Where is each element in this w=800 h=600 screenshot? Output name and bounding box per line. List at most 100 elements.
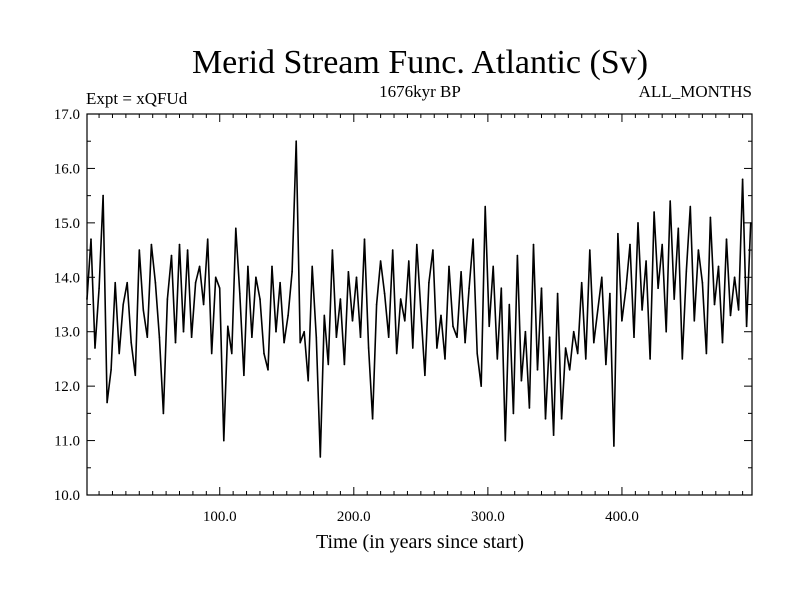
chart-title: Merid Stream Func. Atlantic (Sv) [192, 44, 648, 81]
data-point [198, 265, 201, 268]
y-axis: 10.0 11.0 12.0 13.0 14.0 15.0 16.0 17.0 [54, 107, 752, 504]
data-point [311, 265, 314, 268]
data-point [275, 330, 277, 333]
data-point [267, 369, 269, 371]
y-tick-label: 11.0 [54, 434, 80, 450]
data-point [404, 320, 406, 322]
data-point [609, 292, 611, 295]
data-point [291, 271, 293, 273]
data-point [122, 303, 124, 306]
data-point [725, 238, 728, 240]
data-point [90, 238, 92, 240]
data-point [86, 298, 88, 300]
data-point [444, 358, 446, 360]
data-point [210, 352, 213, 355]
data-point [713, 303, 716, 306]
data-point [456, 336, 458, 339]
data-point [428, 281, 430, 284]
data-point [460, 271, 462, 273]
data-point [178, 243, 181, 246]
x-tick-label: 400.0 [605, 509, 639, 525]
data-point [420, 309, 422, 311]
data-point [126, 281, 128, 284]
data-point [585, 358, 587, 360]
data-point [134, 374, 137, 377]
data-point [379, 260, 382, 262]
data-point [399, 298, 402, 300]
data-point [387, 336, 390, 339]
data-point [593, 341, 595, 344]
y-tick-label: 13.0 [54, 325, 80, 341]
data-point [508, 303, 511, 306]
data-point [355, 276, 358, 279]
data-point [424, 374, 426, 377]
data-point [552, 434, 555, 436]
data-point [271, 265, 273, 268]
data-point [653, 211, 655, 213]
data-point [580, 281, 583, 284]
x-axis: 100.0 200.0 300.0 400.0 [98, 114, 744, 525]
data-point [416, 243, 418, 246]
data-point [669, 200, 671, 202]
data-point [327, 363, 330, 366]
data-point [235, 227, 237, 230]
data-point [693, 320, 696, 322]
x-tick-label: 200.0 [337, 509, 371, 525]
experiment-label: Expt = xQFUd [86, 89, 188, 108]
data-point [182, 330, 185, 333]
data-point [363, 238, 366, 240]
data-point [597, 309, 599, 311]
data-point [721, 341, 724, 344]
data-point [174, 341, 177, 344]
data-point [733, 276, 736, 279]
data-point [243, 374, 245, 377]
data-point [536, 369, 539, 371]
data-point [343, 363, 346, 366]
data-point [564, 347, 567, 349]
x-tick-label: 300.0 [471, 509, 505, 525]
data-point [223, 439, 225, 442]
data-point [709, 216, 712, 219]
data-point [665, 330, 667, 333]
data-point [480, 385, 483, 387]
data-point [166, 298, 169, 300]
data-point [637, 222, 639, 224]
data-point [440, 314, 442, 317]
data-point [142, 309, 145, 311]
data-point [395, 352, 398, 355]
data-point [492, 265, 495, 268]
data-point [255, 276, 257, 279]
data-point [516, 254, 519, 257]
data-point [279, 281, 281, 284]
data-point [150, 243, 153, 246]
data-point [568, 369, 571, 371]
data-point [468, 287, 470, 290]
data-point [661, 243, 663, 246]
data-point [452, 325, 454, 328]
data-point [697, 249, 700, 251]
data-points [86, 140, 752, 458]
data-point [560, 418, 563, 420]
data-point [737, 309, 740, 311]
data-point [436, 347, 438, 349]
data-point [484, 205, 487, 208]
data-point [576, 352, 579, 355]
data-point [681, 358, 684, 360]
data-point [528, 407, 531, 409]
data-point [476, 352, 479, 355]
x-axis-label: Time (in years since start) [316, 531, 524, 553]
data-point [572, 330, 575, 333]
data-point [548, 336, 551, 339]
data-point [540, 287, 543, 290]
data-point [263, 352, 265, 355]
data-point [138, 249, 141, 251]
data-point [504, 439, 507, 442]
data-point [701, 281, 704, 284]
data-point [206, 238, 209, 240]
y-tick-label: 15.0 [54, 216, 80, 232]
data-point [367, 347, 370, 349]
data-point [315, 336, 318, 339]
data-point [106, 401, 108, 404]
data-point [544, 418, 547, 420]
